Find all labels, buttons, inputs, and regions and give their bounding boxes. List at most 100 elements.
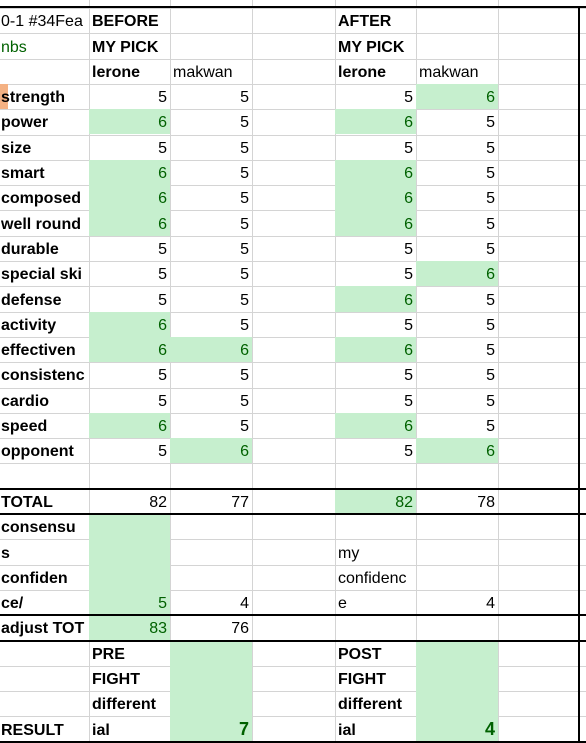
fighter1-after[interactable]: lerone — [338, 63, 387, 81]
cell-a2[interactable]: nbs — [1, 38, 27, 56]
my-confidence-label[interactable]: confidenc — [338, 569, 407, 587]
score-cell[interactable]: 6 — [89, 185, 170, 211]
score-cell[interactable]: 6 — [416, 83, 498, 110]
score-cell[interactable]: 5 — [404, 139, 413, 157]
adjust-b1[interactable]: 83 — [89, 615, 170, 641]
score-cell[interactable]: 5 — [240, 316, 249, 334]
row-label[interactable]: strength — [1, 89, 65, 107]
cell-a1[interactable]: 0-1 #34Fea — [1, 13, 83, 31]
confidence-b2[interactable]: 4 — [240, 595, 249, 613]
post-fight-value[interactable]: 4 — [416, 640, 498, 742]
score-cell[interactable]: 5 — [158, 89, 167, 107]
confidence-label[interactable]: ce/ — [1, 595, 24, 613]
score-cell[interactable]: 5 — [486, 240, 495, 258]
score-cell[interactable]: 5 — [158, 392, 167, 410]
row-label[interactable]: opponent — [1, 443, 74, 461]
result-label[interactable]: RESULT — [1, 721, 64, 739]
score-cell[interactable]: 5 — [240, 291, 249, 309]
score-cell[interactable]: 5 — [240, 190, 249, 208]
score-cell[interactable]: 6 — [89, 159, 170, 186]
score-cell[interactable]: 5 — [486, 291, 495, 309]
score-cell[interactable]: 6 — [335, 412, 416, 439]
row-label[interactable]: size — [1, 139, 32, 157]
score-cell[interactable]: 5 — [404, 316, 413, 334]
confidence-a2[interactable]: 4 — [486, 595, 495, 613]
row-label[interactable]: activity — [1, 316, 57, 334]
score-cell[interactable]: 6 — [335, 159, 416, 186]
total-b2[interactable]: 77 — [231, 493, 249, 511]
score-cell[interactable]: 6 — [416, 438, 498, 464]
my-pick-before[interactable]: MY PICK — [92, 38, 159, 56]
row-label[interactable]: defense — [1, 291, 62, 309]
confidence-label[interactable]: consensu — [1, 519, 76, 537]
adjust-label[interactable]: adjust TOT — [1, 620, 85, 638]
score-cell[interactable]: 6 — [170, 438, 252, 464]
score-cell[interactable]: 6 — [89, 412, 170, 439]
post-fight-label[interactable]: FIGHT — [338, 671, 386, 689]
score-cell[interactable]: 5 — [240, 266, 249, 284]
score-cell[interactable]: 6 — [89, 210, 170, 236]
row-label[interactable]: consistenc — [1, 367, 85, 385]
score-cell[interactable]: 5 — [404, 367, 413, 385]
row-label[interactable]: effectiven — [1, 342, 76, 360]
total-label[interactable]: TOTAL — [1, 493, 53, 511]
score-cell[interactable]: 5 — [240, 367, 249, 385]
score-cell[interactable]: 5 — [486, 114, 495, 132]
row-label[interactable]: cardio — [1, 392, 50, 410]
post-fight-label[interactable]: POST — [338, 645, 382, 663]
adjust-b2[interactable]: 76 — [231, 620, 249, 638]
score-cell[interactable]: 5 — [486, 190, 495, 208]
my-pick-after[interactable]: MY PICK — [338, 38, 405, 56]
confidence-label[interactable]: s — [1, 544, 10, 562]
score-cell[interactable]: 5 — [240, 418, 249, 436]
row-label[interactable]: speed — [1, 418, 48, 436]
score-cell[interactable]: 5 — [486, 316, 495, 334]
score-cell[interactable]: 6 — [335, 210, 416, 236]
post-fight-label[interactable]: ial — [338, 721, 356, 739]
score-cell[interactable]: 5 — [240, 89, 249, 107]
score-cell[interactable]: 6 — [335, 109, 416, 135]
confidence-label[interactable]: confiden — [1, 569, 68, 587]
pre-fight-label[interactable]: ial — [92, 721, 110, 739]
score-cell[interactable]: 6 — [89, 311, 170, 337]
row-label[interactable]: durable — [1, 240, 59, 258]
row-label[interactable]: power — [1, 114, 49, 132]
after-header[interactable]: AFTER — [338, 13, 392, 31]
score-cell[interactable]: 6 — [335, 286, 416, 312]
score-cell[interactable]: 6 — [416, 261, 498, 287]
total-b1[interactable]: 82 — [149, 493, 167, 511]
pre-fight-label[interactable]: different — [92, 696, 156, 714]
score-cell[interactable]: 5 — [486, 139, 495, 157]
before-header[interactable]: BEFORE — [92, 13, 159, 31]
score-cell[interactable]: 5 — [158, 443, 167, 461]
row-label[interactable]: well round — [1, 215, 81, 233]
total-a1[interactable]: 82 — [335, 488, 416, 514]
score-cell[interactable]: 5 — [158, 266, 167, 284]
score-cell[interactable]: 5 — [486, 392, 495, 410]
score-cell[interactable]: 5 — [486, 342, 495, 360]
pre-fight-value[interactable]: 7 — [170, 640, 252, 742]
score-cell[interactable]: 6 — [335, 336, 416, 363]
score-cell[interactable]: 5 — [240, 139, 249, 157]
fighter1-before[interactable]: lerone — [92, 63, 141, 81]
score-cell[interactable]: 5 — [158, 291, 167, 309]
score-cell[interactable]: 5 — [404, 266, 413, 284]
score-cell[interactable]: 5 — [486, 418, 495, 436]
score-cell[interactable]: 5 — [240, 165, 249, 183]
pre-fight-label[interactable]: PRE — [92, 645, 125, 663]
score-cell[interactable]: 5 — [240, 215, 249, 233]
score-cell[interactable]: 6 — [89, 109, 170, 135]
my-confidence-label[interactable]: my — [338, 544, 360, 562]
score-cell[interactable]: 5 — [486, 165, 495, 183]
score-cell[interactable]: 6 — [335, 185, 416, 211]
score-cell[interactable]: 5 — [486, 215, 495, 233]
score-cell[interactable]: 5 — [404, 392, 413, 410]
row-label[interactable]: composed — [1, 190, 82, 208]
score-cell[interactable]: 5 — [158, 240, 167, 258]
row-label[interactable]: special ski — [1, 266, 82, 284]
score-cell[interactable]: 5 — [240, 240, 249, 258]
total-a2[interactable]: 78 — [477, 493, 495, 511]
score-cell[interactable]: 5 — [240, 392, 249, 410]
score-cell[interactable]: 5 — [240, 114, 249, 132]
row-label[interactable]: smart — [1, 165, 45, 183]
